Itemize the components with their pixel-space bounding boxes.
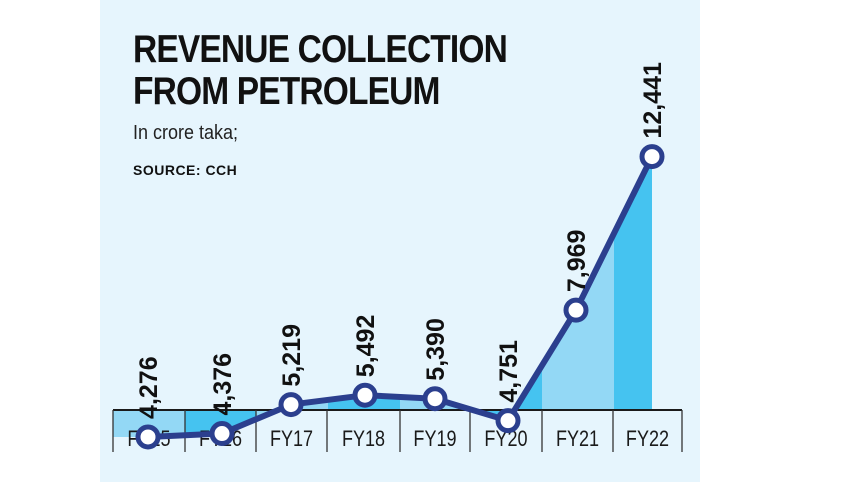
value-label-fy22: 12,441	[639, 62, 667, 139]
value-label-fy17: 5,219	[278, 324, 306, 387]
chart-subtitle: In crore taka;	[133, 122, 239, 144]
value-label-fy20: 4,751	[495, 340, 523, 403]
value-label-fy16: 4,376	[209, 353, 237, 416]
area-band-fy20	[471, 365, 542, 421]
value-label-fy19: 5,390	[422, 318, 450, 381]
x-tick-label-fy21: FY21	[556, 427, 599, 451]
chart-title-line-2: FROM PETROLEUM	[133, 70, 440, 113]
data-point-fy16	[209, 421, 235, 447]
area-band-fy15	[113, 410, 185, 437]
data-point-fy20	[495, 408, 521, 434]
x-tick-label-fy19: FY19	[413, 427, 456, 451]
chart-source: SOURCE: CCH	[133, 162, 238, 178]
value-label-fy18: 5,492	[352, 315, 380, 378]
x-tick-label-fy22: FY22	[626, 427, 669, 451]
value-label-fy15: 4,276	[135, 356, 163, 419]
value-label-fy21: 7,969	[563, 230, 591, 293]
data-point-fy18	[352, 382, 378, 408]
data-point-fy19	[422, 386, 448, 412]
data-point-fy21	[563, 297, 589, 323]
data-point-fy17	[278, 392, 304, 418]
data-point-fy15	[135, 424, 161, 450]
x-tick-label-fy18: FY18	[342, 427, 385, 451]
chart-title-line-1: REVENUE COLLECTION	[133, 28, 508, 71]
data-point-fy22	[639, 144, 665, 170]
x-tick-label-fy17: FY17	[270, 427, 313, 451]
